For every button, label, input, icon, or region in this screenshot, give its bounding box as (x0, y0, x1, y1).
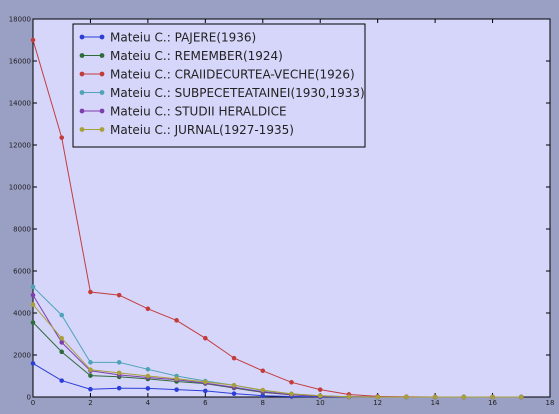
legend-box (72, 23, 366, 148)
x-tick-label: 12 (373, 399, 382, 407)
legend-marker (79, 108, 85, 114)
data-point (518, 394, 524, 400)
data-point (174, 387, 179, 392)
x-tick-label: 0 (31, 399, 35, 407)
legend-label: Mateiu C.: STUDII HERALDICE (110, 104, 287, 118)
y-tick-label: 4000 (13, 310, 31, 318)
legend-label: Mateiu C.: REMEMBER(1924) (110, 49, 283, 63)
data-point (174, 376, 179, 382)
legend-marker (79, 90, 85, 95)
y-tick-label: 16000 (9, 58, 31, 66)
data-point (461, 394, 467, 400)
y-tick-label: 12000 (9, 142, 31, 150)
legend-marker (99, 53, 105, 58)
data-point (88, 289, 93, 295)
series-line (32, 304, 522, 398)
data-point (145, 386, 151, 391)
legend: Mateiu C.: PAJERE(1936) Mateiu C.: REMEMB… (72, 23, 366, 148)
data-point (346, 394, 352, 399)
legend-marker (99, 90, 105, 95)
data-point (116, 360, 122, 365)
data-point (375, 394, 380, 400)
y-tick-label: 2000 (13, 352, 31, 360)
y-axis: 0 2000 4000 6000 8000 10000 12000 14000 16000 180… (9, 16, 550, 402)
legend-item: Mateiu C.: JURNAL(1927-1935) (79, 123, 294, 137)
legend-label: Mateiu C.: SUBPECETEATAINEI(1930,1933) (110, 86, 365, 100)
y-tick-label: 6000 (13, 268, 31, 276)
data-point (88, 367, 93, 373)
x-tick-label: 4 (146, 399, 151, 407)
data-point (174, 318, 179, 323)
x-tick-label: 14 (431, 399, 440, 407)
data-point (145, 306, 151, 312)
y-tick-label: 18000 (9, 16, 31, 24)
data-point (88, 360, 93, 365)
legend-item: Mateiu C.: CRAIIDECURTEA-VECHE(1926) (79, 67, 355, 81)
legend-item: Mateiu C.: STUDII HERALDICE (79, 104, 287, 118)
data-point (116, 292, 122, 298)
data-point (116, 385, 122, 391)
series-layer (30, 37, 524, 400)
legend-item: Mateiu C.: SUBPECETEATAINEI(1930,1933) (79, 86, 365, 100)
data-point (145, 373, 151, 379)
data-point (59, 135, 65, 140)
data-point (59, 378, 65, 383)
data-point (30, 320, 36, 325)
data-point (231, 382, 237, 388)
data-point (145, 366, 151, 372)
data-point (317, 387, 323, 392)
legend-label: Mateiu C.: CRAIIDECURTEA-VECHE(1926) (110, 67, 355, 81)
series-5 (30, 302, 524, 400)
y-tick-label: 8000 (13, 226, 31, 234)
x-tick-label: 6 (203, 399, 208, 407)
data-point (30, 292, 36, 298)
data-point (260, 387, 266, 393)
data-point (30, 361, 36, 366)
data-point (289, 380, 294, 385)
legend-marker (99, 108, 105, 114)
legend-marker (79, 127, 85, 132)
data-point (432, 394, 438, 400)
x-tick-label: 2 (88, 399, 92, 407)
data-point (59, 349, 65, 355)
data-point (203, 379, 208, 385)
data-point (203, 388, 208, 394)
data-point (231, 355, 237, 361)
legend-item: Mateiu C.: REMEMBER(1924) (79, 49, 283, 63)
x-tick-label: 16 (488, 399, 497, 407)
y-tick-label: 0 (27, 394, 31, 402)
x-tick-label: 18 (546, 399, 555, 407)
data-point (404, 394, 409, 400)
data-point (88, 373, 93, 378)
x-tick-label: 8 (261, 399, 265, 407)
legend-marker (79, 34, 85, 40)
legend-marker (99, 127, 105, 132)
data-point (231, 391, 237, 396)
data-point (260, 368, 266, 374)
x-tick-label: 10 (316, 399, 325, 407)
legend-marker (79, 53, 85, 58)
data-point (88, 386, 93, 392)
data-point (289, 391, 294, 397)
y-tick-label: 14000 (9, 100, 31, 108)
data-point (490, 394, 495, 400)
data-point (116, 370, 122, 376)
data-point (59, 312, 65, 318)
data-point (203, 335, 208, 341)
data-point (317, 393, 323, 399)
data-point (30, 37, 36, 43)
legend-label: Mateiu C.: JURNAL(1927-1935) (110, 123, 294, 137)
data-point (59, 335, 65, 341)
data-point (59, 340, 65, 345)
data-point (30, 302, 36, 307)
data-point (30, 284, 36, 290)
legend-item: Mateiu C.: PAJERE(1936) (79, 30, 256, 44)
legend-marker (79, 71, 85, 77)
y-tick-label: 10000 (9, 184, 31, 192)
legend-marker (99, 71, 105, 77)
legend-marker (99, 34, 105, 40)
legend-label: Mateiu C.: PAJERE(1936) (110, 30, 256, 44)
